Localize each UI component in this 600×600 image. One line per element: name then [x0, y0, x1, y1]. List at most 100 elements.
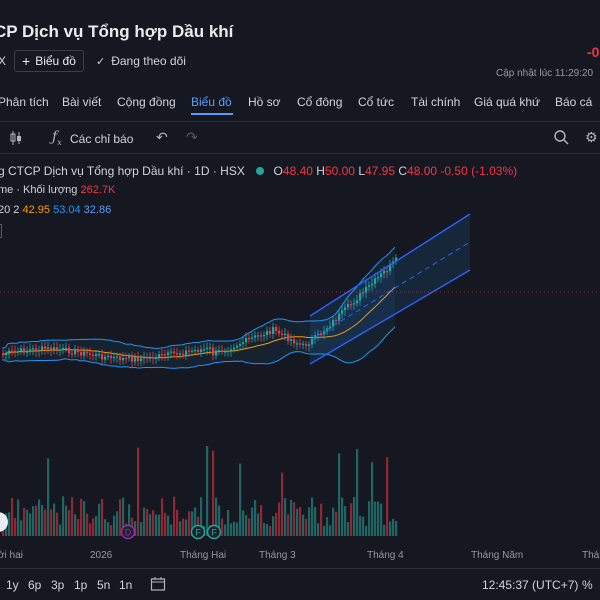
- candle-body: [104, 356, 107, 360]
- volume-bar: [128, 504, 131, 536]
- tab-analysis[interactable]: Phân tích: [0, 95, 49, 109]
- tab-articles[interactable]: Bài viết: [62, 95, 102, 109]
- tab-shareholders[interactable]: Cổ đông: [297, 95, 343, 109]
- candle-body: [395, 257, 398, 262]
- tab-dividends[interactable]: Cổ tức: [358, 95, 395, 109]
- volume-bar: [281, 472, 284, 536]
- candle-body: [269, 331, 272, 334]
- candle-body: [191, 350, 194, 352]
- header: [0, 0, 600, 90]
- candle-body: [113, 357, 116, 359]
- volume-bar: [317, 523, 320, 536]
- range-1d-button[interactable]: 1n: [119, 578, 133, 592]
- candle-body: [389, 264, 392, 272]
- candle-body: [68, 347, 71, 354]
- volume-bar: [41, 504, 44, 536]
- range-3m-button[interactable]: 3p: [51, 578, 65, 592]
- range-1m-button[interactable]: 1p: [74, 578, 88, 592]
- volume-bar: [296, 508, 299, 536]
- volume-bar: [119, 499, 122, 536]
- volume-bar: [356, 449, 359, 536]
- candle-body: [251, 337, 254, 339]
- range-5d-button[interactable]: 5n: [97, 578, 111, 592]
- tab-profile[interactable]: Hồ sơ: [248, 95, 281, 109]
- volume-bar: [185, 519, 188, 536]
- candle-body: [320, 333, 323, 336]
- candle-body: [368, 285, 371, 287]
- candlestick-type-icon[interactable]: [10, 130, 22, 149]
- volume-bar: [47, 458, 50, 536]
- candle-body: [248, 337, 251, 340]
- chart-button[interactable]: + Biểu đồ: [14, 50, 84, 72]
- volume-bar: [257, 513, 260, 536]
- candle-body: [194, 349, 197, 352]
- candle-body: [206, 347, 209, 350]
- candle-body: [260, 335, 263, 337]
- channel-upper-line: [309, 213, 471, 317]
- volume-bar: [53, 503, 56, 536]
- channel-mid-line: [309, 241, 471, 341]
- update-time: Cập nhật lúc 11:29:20: [496, 68, 594, 79]
- active-tab-underline: [191, 113, 233, 115]
- high-value: 50.00: [324, 164, 355, 178]
- candle-body: [8, 350, 11, 354]
- tab-chart[interactable]: Biểu đồ: [191, 95, 232, 109]
- tab-financials[interactable]: Tài chính: [411, 95, 461, 109]
- candle-body: [62, 348, 65, 350]
- candle-body: [20, 348, 23, 352]
- volume-bar: [329, 525, 332, 536]
- volume-bar: [11, 498, 14, 536]
- redo-icon[interactable]: ↷: [186, 129, 198, 145]
- volume-bar: [74, 514, 77, 536]
- candle-body: [65, 347, 68, 349]
- tab-price-history[interactable]: Giá quá khứ: [474, 95, 541, 109]
- volume-bar: [377, 501, 380, 536]
- volume-bar: [68, 510, 71, 536]
- bb-basis-value: 42.95: [22, 204, 51, 216]
- date-range-icon[interactable]: [150, 576, 166, 595]
- volume-bar: [164, 512, 167, 536]
- volume-bar: [65, 505, 68, 536]
- follow-button[interactable]: ✓ Đang theo dõi: [96, 50, 186, 72]
- candle-body: [182, 353, 185, 355]
- volume-bar: [80, 498, 83, 536]
- volume-bar: [242, 510, 245, 536]
- volume-bar: [104, 519, 107, 536]
- range-6m-button[interactable]: 6p: [28, 578, 42, 592]
- candle-body: [254, 335, 257, 338]
- volume-bar: [14, 517, 17, 536]
- check-icon: ✓: [96, 55, 106, 68]
- magnifier-icon[interactable]: [553, 129, 569, 148]
- candle-body: [179, 353, 182, 355]
- volume-bar: [266, 523, 269, 536]
- volume-bar: [269, 525, 272, 536]
- candle-body: [119, 356, 122, 361]
- volume-bar: [278, 502, 281, 536]
- volume-bar: [224, 524, 227, 536]
- volume-bar: [236, 522, 239, 536]
- percent-scale-toggle[interactable]: %: [582, 578, 593, 592]
- candle-body: [2, 353, 5, 356]
- settings-icon[interactable]: ⚙: [585, 129, 598, 145]
- volume-bar: [332, 507, 335, 536]
- volume-value: 262.7K: [80, 184, 116, 196]
- candle-body: [245, 337, 248, 343]
- function-icon[interactable]: ƒx: [52, 129, 62, 147]
- volume-bar: [353, 496, 356, 536]
- candle-body: [143, 356, 146, 359]
- candle-body: [32, 348, 35, 350]
- volume-bar: [260, 505, 263, 536]
- volume-bar: [179, 521, 182, 536]
- tab-reports[interactable]: Báo cá: [555, 95, 593, 109]
- close-label: C: [398, 164, 408, 178]
- volume-bars: [2, 445, 398, 536]
- tab-community[interactable]: Cộng đồng: [117, 95, 176, 109]
- indicators-button[interactable]: Các chỉ báo: [70, 132, 134, 146]
- volume-bar: [392, 518, 395, 536]
- undo-icon[interactable]: ↶: [156, 129, 168, 145]
- range-1y-button[interactable]: 1y: [6, 578, 19, 592]
- candle-body: [335, 319, 338, 322]
- candle-body: [350, 304, 353, 306]
- legend-collapse-handle[interactable]: [0, 224, 2, 238]
